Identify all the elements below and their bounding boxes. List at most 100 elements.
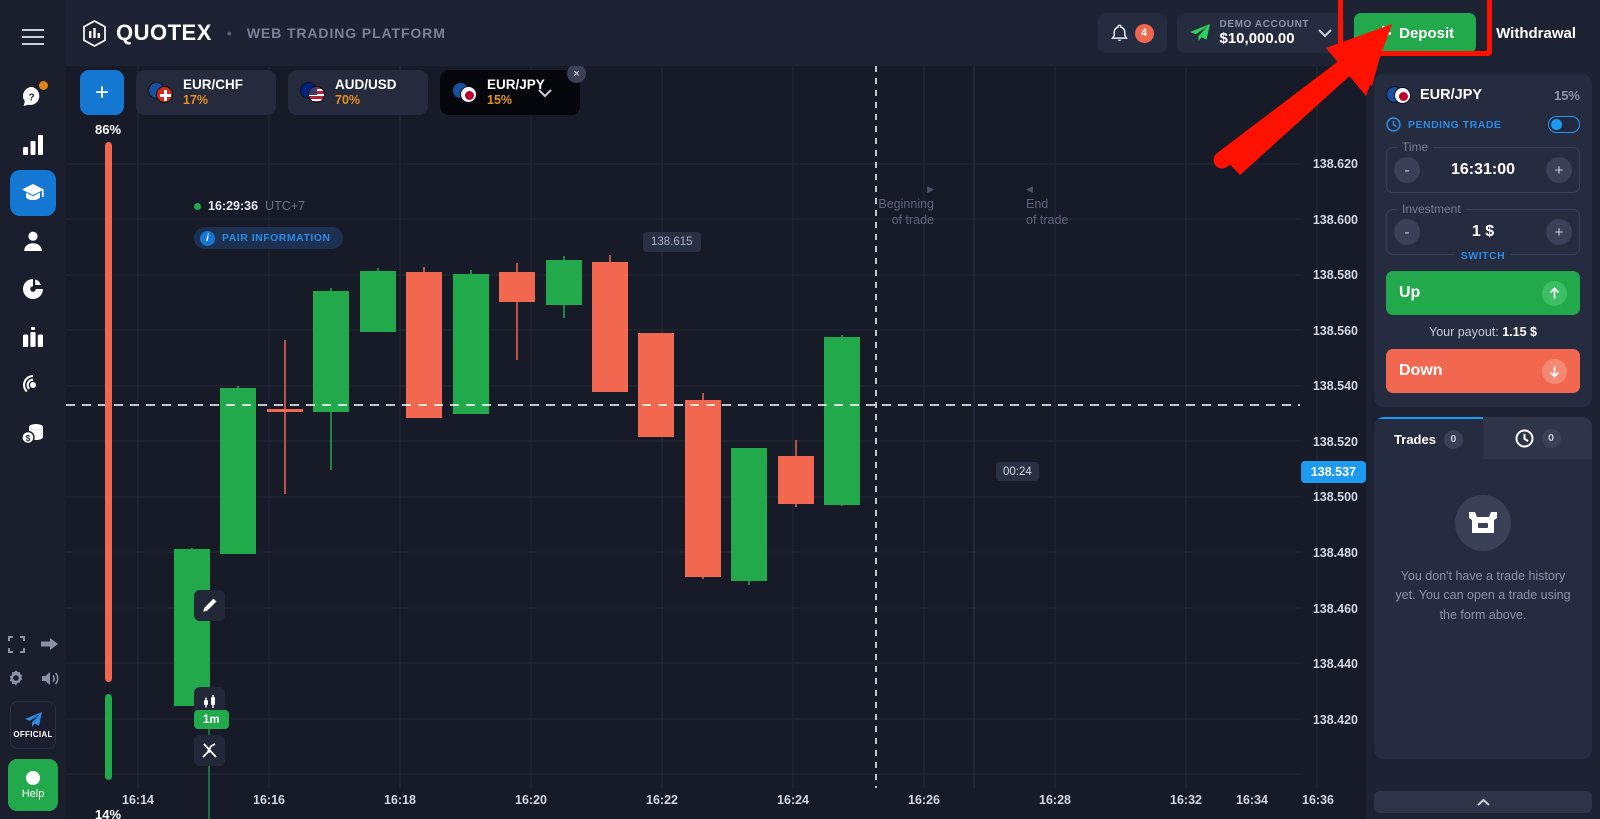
quotex-logo-icon (83, 19, 106, 47)
asset-tab-label: AUD/USD (335, 76, 397, 92)
up-button[interactable]: Up (1386, 271, 1580, 315)
panel-collapse-button[interactable] (1374, 791, 1592, 813)
sidebar-item-signals[interactable] (10, 362, 56, 408)
hamburger-menu-button[interactable] (10, 14, 56, 60)
asset-tabs: + EUR/CHF 17% (80, 64, 586, 115)
fullscreen-button[interactable] (1, 629, 31, 659)
tab-trades[interactable]: Trades 0 (1374, 417, 1483, 459)
pie-chart-icon (23, 279, 43, 299)
pair-information-button[interactable]: i PAIR INFORMATION (194, 227, 343, 249)
deposit-button[interactable]: Deposit (1354, 13, 1477, 53)
asset-tab-label: EUR/JPY (487, 76, 545, 92)
asset-tab-close-button[interactable]: × (567, 64, 586, 83)
us-flag-icon (308, 85, 325, 103)
help-label: Help (21, 787, 45, 800)
high-price-tag: 138.615 (643, 232, 701, 252)
candlestick-type-icon (204, 695, 215, 708)
account-selector[interactable]: DEMO ACCOUNT $10,000.00 (1176, 13, 1345, 53)
asset-tab-dropdown[interactable] (538, 85, 552, 103)
investment-field[interactable]: Investment - 1 $ + SWITCH (1386, 202, 1580, 262)
toggle-knob (1551, 119, 1562, 130)
deposit-highlight-wrapper: Deposit (1338, 0, 1493, 56)
sentiment-bar-down (105, 694, 112, 780)
time-value[interactable]: 16:31:00 (1450, 161, 1516, 178)
speaker-icon (41, 671, 58, 685)
pending-trade-toggle[interactable] (1548, 116, 1580, 133)
deposit-label: Deposit (1399, 24, 1455, 42)
audusd-text: AUD/USD 70% (335, 77, 397, 108)
draw-tool-button[interactable] (194, 590, 225, 621)
withdrawal-button[interactable]: Withdrawal (1486, 13, 1586, 53)
brand-logo[interactable]: QUOTEX • WEB TRADING PLATFORM (82, 19, 446, 47)
investment-value[interactable]: 1 $ (1471, 223, 1495, 240)
empty-box-icon (1455, 495, 1511, 551)
indicators-button[interactable] (194, 735, 225, 766)
beginning-of-trade-line1: Beginning (878, 196, 934, 211)
timeframe-badge[interactable]: 1m (194, 710, 229, 729)
time-decrement-button[interactable]: - (1394, 157, 1420, 183)
collapse-sidebar-button[interactable] (35, 629, 65, 659)
notifications-button[interactable]: 4 (1097, 13, 1167, 53)
sidebar-item-analytics[interactable] (10, 122, 56, 168)
asset-tab-eurchf[interactable]: EUR/CHF 17% (136, 70, 276, 115)
help-status-dot (26, 770, 40, 785)
eurjpy-text: EUR/JPY 15% (487, 77, 545, 108)
x-tick-6: 16:26 (908, 793, 940, 807)
eurchf-text: EUR/CHF 17% (183, 77, 243, 108)
asset-tab-percent: 15% (487, 93, 513, 108)
panel-pair-name: EUR/JPY (1420, 87, 1483, 103)
chevron-down-icon (1318, 28, 1332, 37)
pair-information-label: PAIR INFORMATION (222, 232, 331, 244)
sidebar-item-education[interactable] (10, 170, 56, 216)
pending-trade-row[interactable]: PENDING TRADE (1386, 116, 1580, 133)
sound-button[interactable] (35, 663, 65, 693)
y-tick-10: 138.420 (1312, 713, 1358, 727)
brand-subtitle: WEB TRADING PLATFORM (246, 25, 446, 41)
clock-icon (1386, 117, 1401, 132)
trade-form-card: EUR/JPY 15% PENDING TRADE Time - 16:31:0… (1374, 74, 1592, 407)
time-field[interactable]: Time - 16:31:00 + (1386, 140, 1580, 193)
y-tick-3: 138.560 (1312, 324, 1358, 338)
trades-tabs: Trades 0 0 (1374, 417, 1592, 459)
notifications-count-badge: 4 (1134, 23, 1154, 43)
sidebar-item-statistics[interactable] (10, 266, 56, 312)
y-tick-9: 138.440 (1312, 657, 1358, 671)
official-telegram-button[interactable]: OFFICIAL (10, 701, 56, 749)
settings-button[interactable] (1, 663, 31, 693)
asset-tab-audusd[interactable]: AUD/USD 70% (288, 70, 428, 115)
grid-vertical (137, 66, 1318, 788)
sidebar-top-group: ? (10, 0, 56, 458)
account-balance: $10,000.00 (1219, 30, 1295, 48)
support-badge-dot (39, 81, 48, 90)
x-tick-0: 16:14 (122, 793, 154, 807)
investment-decrement-button[interactable]: - (1394, 219, 1420, 245)
x-tick-8: 16:32 (1170, 793, 1202, 807)
trades-history-card: Trades 0 0 You do (1374, 417, 1592, 759)
switch-button[interactable]: SWITCH (1454, 250, 1512, 262)
sentiment-bar-up (105, 142, 112, 682)
time-increment-button[interactable]: + (1545, 157, 1572, 183)
header-actions: 4 DEMO ACCOUNT $10,000.00 (1097, 0, 1600, 56)
sidebar-bottom-row-2 (0, 663, 66, 693)
investment-increment-button[interactable]: + (1546, 219, 1572, 245)
x-tick-2: 16:18 (384, 793, 416, 807)
panel-pair-percent: 15% (1553, 87, 1580, 103)
profile-person-icon (24, 231, 42, 251)
end-of-trade-marker: ◀ End of trade (1026, 184, 1104, 228)
sidebar-item-support[interactable]: ? (10, 74, 56, 120)
tab-history[interactable]: 0 (1483, 417, 1592, 459)
sidebar-item-profile[interactable] (10, 218, 56, 264)
chart-container[interactable]: 138.620 138.600 138.580 138.560 138.540 … (66, 66, 1366, 819)
add-asset-button[interactable]: + (80, 70, 124, 115)
asset-tab-eurjpy[interactable]: EUR/JPY 15% × (440, 64, 586, 115)
sidebar-item-finance[interactable]: $ (10, 410, 56, 456)
left-sidebar: ? (0, 0, 66, 819)
help-button[interactable]: Help (8, 759, 58, 811)
jp-flag-icon (460, 85, 477, 103)
paper-plane-icon (1189, 24, 1210, 41)
down-button[interactable]: Down (1386, 349, 1580, 393)
sidebar-bottom-row-1 (0, 629, 66, 659)
sidebar-item-market[interactable] (10, 314, 56, 360)
panel-pair-row[interactable]: EUR/JPY 15% (1386, 86, 1580, 104)
